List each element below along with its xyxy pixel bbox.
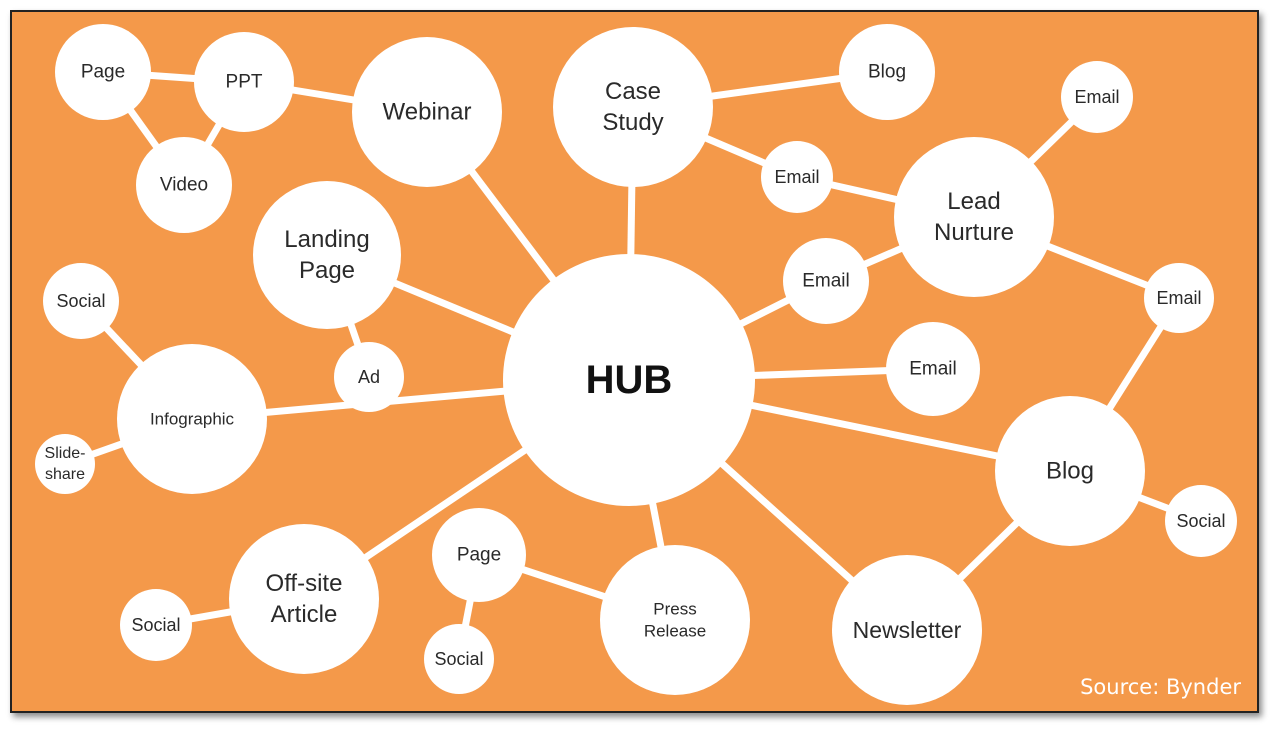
node-email-hub: Email [886,322,980,416]
node-landing-page: Landing Page [253,181,401,329]
node-label-video: Video [160,175,208,196]
node-circle-video [136,137,232,233]
node-label-lead-nurture: Lead [947,188,1000,215]
node-label-hub: HUB [586,358,673,402]
node-label-press-release: Release [644,622,706,641]
node-circle-email-hub [886,322,980,416]
node-ad: Ad [334,342,404,412]
node-video: Video [136,137,232,233]
node-label-page-press: Page [457,545,501,566]
node-circle-page-top [55,24,151,120]
node-label-email-case: Email [774,167,819,187]
node-label-page-top: Page [81,62,125,83]
node-circle-hub [503,254,755,506]
node-social-blog: Social [1165,485,1237,557]
node-circle-slideshare [35,434,95,494]
node-label-social-article: Social [131,615,180,635]
node-circle-page-press [432,508,526,602]
node-email-right: Email [1144,263,1214,333]
node-circle-case-study [553,27,713,187]
node-label-ad: Ad [358,367,380,387]
node-ppt: PPT [194,32,294,132]
node-label-blog-top: Blog [868,62,906,83]
node-label-slideshare: Slide- [45,445,86,462]
node-label-case-study: Study [602,109,663,136]
diagram-frame: HUB Webinar Case Study Landing Page Page PPT Vid… [10,10,1259,713]
node-label-email-right: Email [1156,288,1201,308]
node-label-email-hub: Email [909,359,957,380]
node-circle-offsite-article [229,524,379,674]
node-circle-ad [334,342,404,412]
node-label-ppt: PPT [226,72,263,93]
node-circle-email-case [761,141,833,213]
node-label-email-top-right: Email [1074,87,1119,107]
node-label-blog: Blog [1046,458,1094,485]
node-label-webinar: Webinar [383,99,472,126]
node-circle-landing-page [253,181,401,329]
node-circle-social-left [43,263,119,339]
source-caption: Source: Bynder [1080,675,1241,699]
node-press-release: Press Release [600,545,750,695]
node-email-case: Email [761,141,833,213]
node-email-top-right: Email [1061,61,1133,133]
node-social-press: Social [424,624,494,694]
node-page-press: Page [432,508,526,602]
node-infographic: Infographic [117,344,267,494]
node-circle-social-blog [1165,485,1237,557]
node-label-social-blog: Social [1176,511,1225,531]
node-social-article: Social [120,589,192,661]
node-social-left: Social [43,263,119,339]
node-label-press-release: Press [653,599,696,618]
node-circle-infographic [117,344,267,494]
node-offsite-article: Off-site Article [229,524,379,674]
node-webinar: Webinar [352,37,502,187]
node-circle-social-press [424,624,494,694]
node-circle-social-article [120,589,192,661]
content-hub-diagram: HUB Webinar Case Study Landing Page Page PPT Vid… [12,12,1257,711]
node-label-newsletter: Newsletter [853,617,962,643]
node-circle-lead-nurture [894,137,1054,297]
node-circle-press-release [600,545,750,695]
node-label-email-mid: Email [802,271,850,292]
node-label-social-left: Social [56,291,105,311]
node-label-case-study: Case [605,78,661,105]
node-label-infographic: Infographic [150,410,235,429]
node-page-top: Page [55,24,151,120]
node-lead-nurture: Lead Nurture [894,137,1054,297]
node-label-offsite-article: Article [271,601,338,628]
node-label-social-press: Social [434,649,483,669]
node-newsletter: Newsletter [832,555,982,705]
diagram-nodes: HUB Webinar Case Study Landing Page Page PPT Vid… [35,24,1237,705]
node-blog-top: Blog [839,24,935,120]
node-circle-ppt [194,32,294,132]
node-label-offsite-article: Off-site [266,570,343,597]
node-email-mid: Email [783,238,869,324]
node-circle-newsletter [832,555,982,705]
node-label-landing-page: Landing [284,226,369,253]
node-circle-email-top-right [1061,61,1133,133]
node-circle-email-mid [783,238,869,324]
node-circle-webinar [352,37,502,187]
node-circle-email-right [1144,263,1214,333]
node-label-lead-nurture: Nurture [934,219,1014,246]
node-circle-blog-top [839,24,935,120]
node-slideshare: Slide-share [35,434,95,494]
node-circle-blog [995,396,1145,546]
node-case-study: Case Study [553,27,713,187]
node-hub: HUB [503,254,755,506]
node-blog: Blog [995,396,1145,546]
node-label-landing-page: Page [299,257,355,284]
node-label-slideshare: share [45,466,85,483]
